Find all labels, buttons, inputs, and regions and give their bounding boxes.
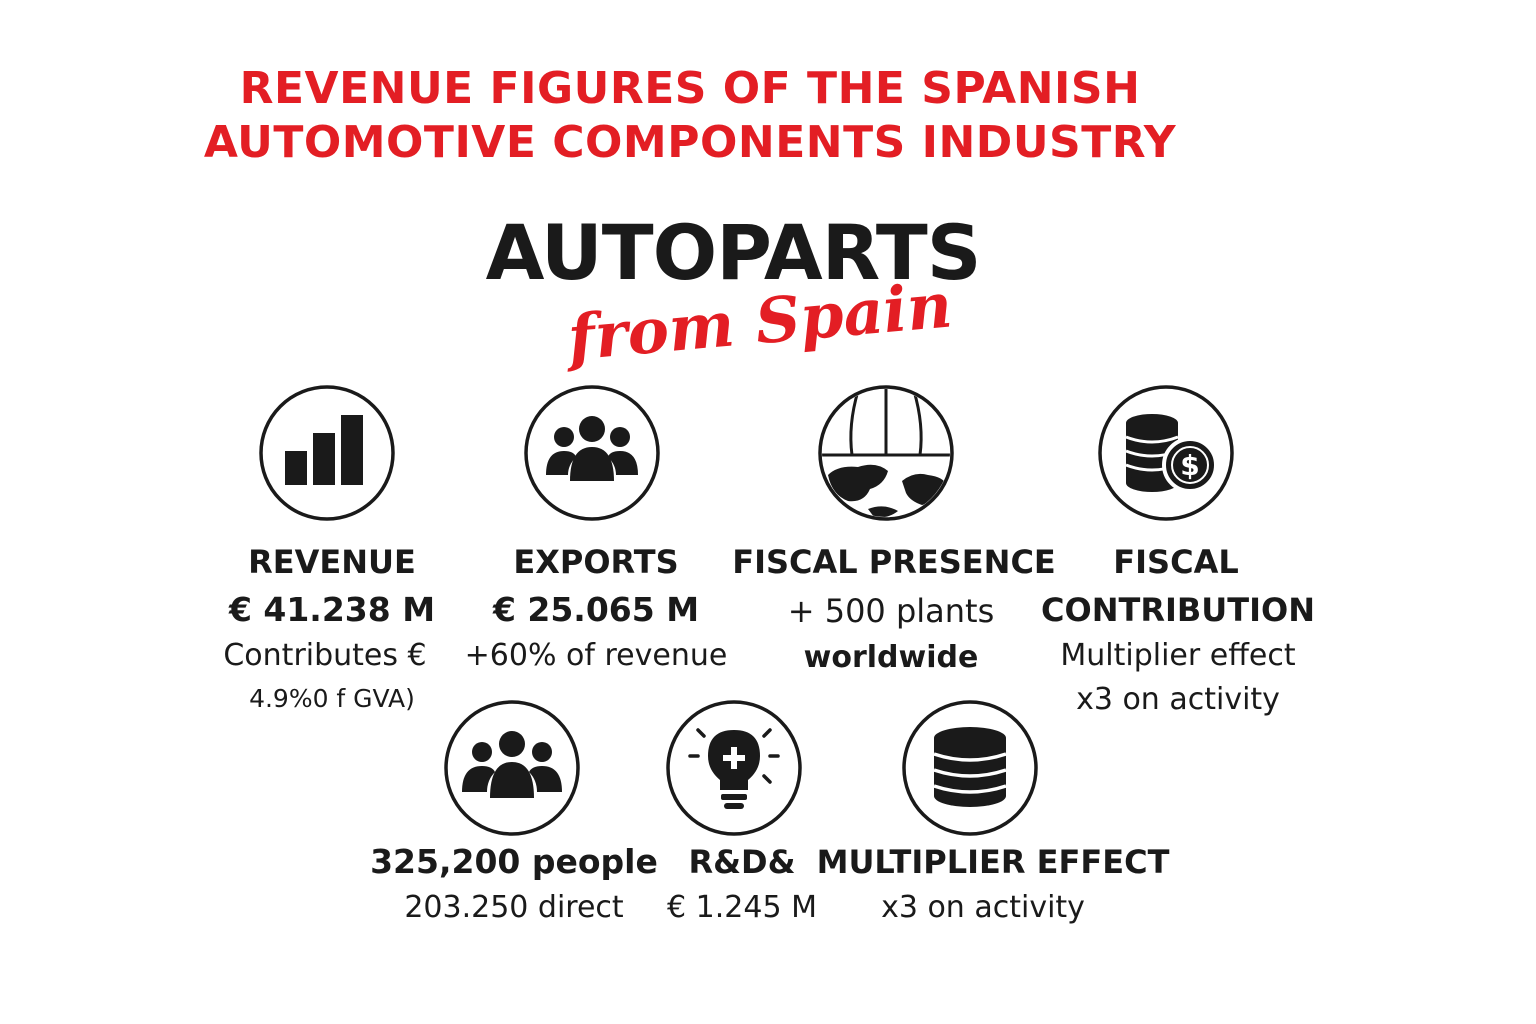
fiscal-contribution-heading-2: CONTRIBUTION bbox=[1041, 591, 1315, 629]
people-icon bbox=[444, 700, 580, 836]
revenue-heading: REVENUE bbox=[248, 543, 416, 581]
fiscal-contribution-stat: FISCAL CONTRIBUTION Multiplier effect x3… bbox=[1008, 538, 1348, 722]
revenue-note-2: 4.9%0 f GVA) bbox=[249, 684, 415, 713]
exports-note: +60% of revenue bbox=[464, 638, 728, 673]
revenue-stat: REVENUE € 41.238 M Contributes € 4.9%0 f… bbox=[162, 538, 502, 720]
fiscal-contribution-heading-1: FISCAL bbox=[1113, 543, 1239, 581]
title-line-1: REVENUE FIGURES OF THE SPANISH bbox=[239, 63, 1141, 114]
bar-chart-icon bbox=[259, 385, 395, 521]
rdi-heading: R&D& bbox=[688, 843, 796, 881]
fiscal-contribution-note-1: Multiplier effect bbox=[1060, 638, 1296, 673]
lightbulb-icon bbox=[666, 700, 802, 836]
fiscal-presence-note-2: worldwide bbox=[803, 640, 979, 675]
exports-heading: EXPORTS bbox=[513, 543, 679, 581]
brand-name: AUTOPARTS bbox=[485, 208, 982, 297]
exports-stat: EXPORTS € 25.065 M +60% of revenue bbox=[426, 538, 766, 678]
fiscal-contribution-note-2: x3 on activity bbox=[1076, 682, 1280, 717]
revenue-note-1: Contributes € bbox=[223, 638, 427, 673]
globe-icon bbox=[818, 385, 954, 521]
rdi-value: € 1.245 M bbox=[667, 890, 817, 925]
revenue-value: € 41.238 M bbox=[228, 590, 436, 629]
employment-note: 203.250 direct bbox=[404, 890, 624, 925]
title-line-2: AUTOMOTIVE COMPONENTS INDUSTRY bbox=[203, 117, 1177, 168]
database-icon bbox=[902, 700, 1038, 836]
rdi-stat: R&D& € 1.245 M bbox=[612, 838, 872, 930]
multiplier-note: x3 on activity bbox=[881, 890, 1085, 925]
multiplier-stat: MULTIPLIER EFFECT x3 on activity bbox=[808, 838, 1178, 930]
exports-value: € 25.065 M bbox=[492, 590, 700, 629]
fiscal-presence-note-1: + 500 plants bbox=[787, 592, 995, 630]
multiplier-heading: MULTIPLIER EFFECT bbox=[816, 843, 1170, 881]
group-icon bbox=[524, 385, 660, 521]
employment-stat: 325,200 people 203.250 direct bbox=[344, 838, 684, 930]
fiscal-presence-stat: FISCAL PRESENCE + 500 plants worldwide bbox=[714, 538, 1074, 680]
employment-value: 325,200 people bbox=[370, 842, 658, 881]
fiscal-presence-heading: FISCAL PRESENCE bbox=[732, 543, 1056, 581]
svg-text:$: $ bbox=[1180, 449, 1199, 482]
coins-dollar-icon: $ bbox=[1098, 385, 1234, 521]
infographic-title: REVENUE FIGURES OF THE SPANISH AUTOMOTIV… bbox=[200, 62, 1180, 170]
